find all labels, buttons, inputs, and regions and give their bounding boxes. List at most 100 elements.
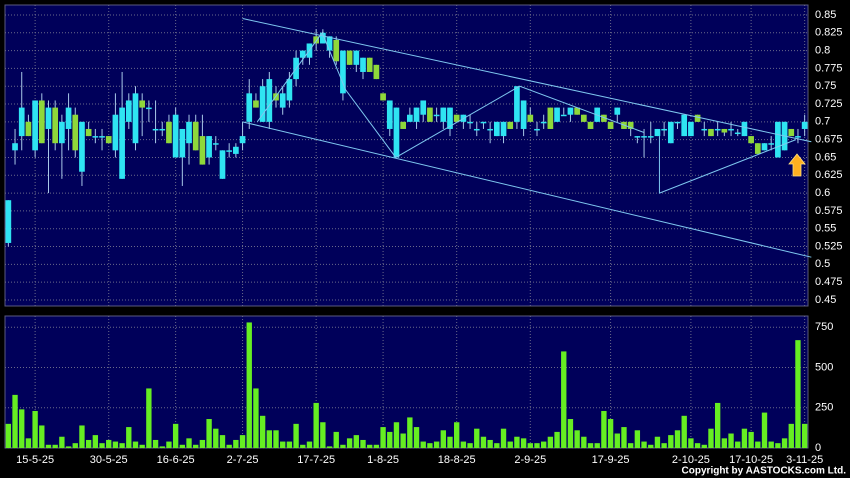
volume-bar	[775, 443, 781, 448]
x-tick-label: 30-5-25	[90, 454, 128, 466]
candle-body	[467, 121, 473, 124]
candle-body	[5, 200, 12, 243]
volume-bar	[126, 427, 132, 448]
candle-body	[65, 107, 72, 129]
candle-body	[326, 36, 333, 51]
candle-body	[447, 107, 453, 129]
y-tick-label: 0.675	[815, 134, 843, 146]
candle-body	[233, 146, 239, 154]
volume-bar	[761, 412, 768, 448]
candle-body	[45, 107, 52, 129]
candle-body	[105, 136, 112, 144]
candle-body	[601, 114, 607, 122]
candle-body	[320, 32, 326, 44]
volume-bar	[226, 444, 232, 448]
volume-bar	[219, 435, 226, 448]
volume-bar	[688, 438, 694, 448]
volume-bar	[554, 431, 560, 448]
volume-bar	[193, 444, 199, 448]
volume-bar	[721, 438, 728, 448]
candle-body	[607, 121, 614, 129]
y-tick-label: 0.775	[815, 62, 843, 74]
volume-bar	[32, 410, 38, 448]
candle-body	[125, 100, 132, 122]
volume-bar	[755, 441, 761, 448]
volume-bar	[654, 436, 661, 448]
candle-body	[574, 107, 580, 115]
candle-body	[487, 128, 493, 131]
volume-bar	[393, 422, 400, 448]
volume-tick-label: 750	[815, 321, 833, 333]
y-tick-label: 0.6	[815, 187, 830, 199]
trendline	[242, 121, 812, 258]
volume-bar	[581, 436, 587, 448]
candle-body	[681, 114, 688, 137]
volume-bar	[253, 388, 259, 448]
volume-bar	[567, 419, 574, 448]
volume-bar	[681, 415, 687, 448]
y-tick-label: 0.525	[815, 240, 843, 252]
trendline	[658, 136, 797, 194]
candle-body	[12, 143, 18, 151]
candle-body	[393, 107, 400, 158]
volume-tick-label: 500	[815, 361, 833, 373]
volume-bar	[246, 322, 252, 448]
volume-bar	[648, 444, 654, 448]
candle-body	[775, 121, 781, 158]
volume-bar	[534, 443, 540, 448]
candle-body	[152, 128, 159, 131]
x-tick-label: 17-7-25	[297, 454, 335, 466]
candle-body	[380, 93, 386, 101]
volume-bar	[420, 441, 426, 448]
candle-body	[353, 50, 360, 65]
candle-body	[132, 93, 139, 144]
candle-body	[427, 107, 433, 122]
candle-body	[313, 36, 320, 44]
volume-bar	[367, 444, 373, 448]
candle-body	[299, 50, 306, 58]
candle-body	[246, 93, 253, 122]
volume-bar	[119, 443, 125, 448]
candle-body	[192, 121, 199, 151]
volume-bar	[440, 430, 446, 448]
candle-body	[520, 100, 527, 129]
volume-bar	[701, 444, 707, 448]
candle-body	[420, 100, 427, 115]
candle-body	[667, 121, 674, 144]
volume-bar	[668, 435, 674, 448]
candle-body	[119, 107, 125, 179]
candle-body	[768, 143, 775, 145]
volume-bar	[601, 410, 607, 448]
volume-bar	[621, 427, 627, 448]
volume-bar	[587, 443, 594, 448]
candle-body	[373, 64, 380, 80]
candle-body	[366, 57, 373, 72]
volume-bar	[306, 441, 313, 448]
candle-body	[38, 100, 45, 144]
volume-bar	[788, 423, 794, 448]
volume-bar	[353, 435, 359, 448]
volume-bar	[795, 340, 801, 448]
candle-body	[199, 136, 206, 165]
candle-body	[346, 50, 353, 65]
volume-panel	[4, 315, 809, 449]
volume-bar	[259, 415, 266, 448]
volume-bar	[641, 441, 647, 448]
candle-body	[253, 100, 259, 108]
candle-body	[534, 128, 540, 131]
x-tick-label: 3-11-25	[786, 454, 823, 466]
volume-bar	[239, 435, 246, 448]
volume-bar	[320, 422, 326, 448]
volume-bar	[199, 439, 206, 448]
volume-bar	[694, 443, 701, 448]
candle-body	[179, 128, 186, 158]
volume-bar	[561, 351, 567, 448]
candle-body	[801, 121, 808, 129]
volume-bar	[500, 428, 507, 448]
candle-body	[560, 114, 567, 117]
volume-bar	[12, 394, 18, 448]
arrow-marker	[788, 153, 806, 177]
candle-body	[587, 121, 594, 129]
candle-body	[433, 114, 440, 117]
